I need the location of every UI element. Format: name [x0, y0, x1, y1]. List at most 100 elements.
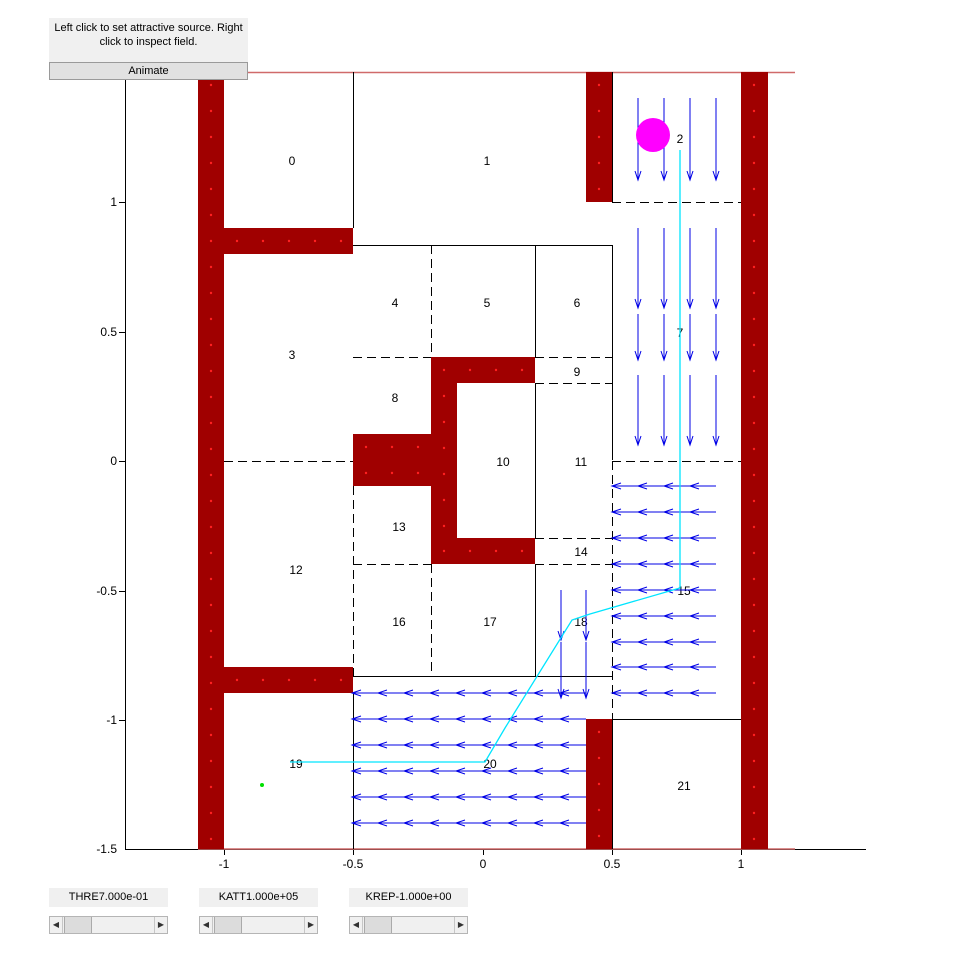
slider-right-arrow-icon[interactable]: ▶ — [454, 917, 467, 933]
field-arrow — [610, 663, 638, 671]
field-arrow — [428, 819, 456, 827]
field-arrow — [636, 663, 664, 671]
field-arrow — [636, 560, 664, 568]
slider-right-arrow-icon[interactable]: ▶ — [154, 917, 167, 933]
obstacle-dot — [209, 525, 213, 529]
field-arrow — [662, 689, 690, 697]
obstacle-dot — [752, 239, 756, 243]
obstacle-dot — [209, 707, 213, 711]
obstacle-dot — [597, 756, 601, 760]
obstacle-dot — [209, 369, 213, 373]
katt-slider[interactable]: ◀ ▶ — [199, 916, 318, 934]
obstacle-dot — [752, 525, 756, 529]
obstacle-dot — [209, 551, 213, 555]
field-arrow — [712, 98, 720, 182]
obstacle-dot — [442, 524, 446, 528]
cell-label: 11 — [575, 455, 588, 469]
info-text: Left click to set attractive source. Rig… — [49, 18, 248, 63]
field-arrow — [712, 228, 720, 310]
field-arrow — [688, 586, 716, 594]
attractive-source-marker[interactable] — [636, 118, 670, 152]
field-arrow — [350, 741, 378, 749]
animate-button[interactable]: Animate — [49, 62, 248, 80]
field-arrow — [636, 508, 664, 516]
field-arrow — [428, 767, 456, 775]
field-arrow — [688, 560, 716, 568]
obstacle-dot — [752, 421, 756, 425]
field-arrow — [532, 741, 560, 749]
obstacle-dot — [494, 368, 498, 372]
thre-slider[interactable]: ◀ ▶ — [49, 916, 168, 934]
obstacle-dot — [597, 782, 601, 786]
slider-thumb[interactable] — [364, 917, 392, 933]
field-arrow — [636, 689, 664, 697]
obstacle-dot — [597, 109, 601, 113]
field-arrow — [428, 689, 456, 697]
katt-label: KATT1.000e+05 — [199, 888, 318, 907]
field-arrow — [662, 638, 690, 646]
field-arrow — [660, 314, 668, 362]
field-arrow — [557, 590, 565, 642]
cell-borders — [224, 72, 742, 849]
field-arrow — [688, 534, 716, 542]
field-arrow — [688, 482, 716, 490]
field-arrow — [454, 689, 482, 697]
field-arrow — [454, 741, 482, 749]
obstacle-dot — [752, 395, 756, 399]
field-arrow — [688, 638, 716, 646]
field-arrow — [506, 819, 534, 827]
cell-label: 10 — [496, 455, 510, 469]
vector-field — [350, 98, 720, 827]
obstacle-dot — [442, 394, 446, 398]
field-arrow — [506, 689, 534, 697]
cell-label: 3 — [289, 348, 296, 362]
slider-thumb[interactable] — [64, 917, 92, 933]
cell-label: 12 — [289, 563, 303, 577]
obstacle-dot — [597, 808, 601, 812]
slider-thumb[interactable] — [214, 917, 242, 933]
field-arrow — [686, 228, 694, 310]
field-arrow — [376, 689, 404, 697]
obstacle-dot — [261, 239, 265, 243]
field-arrow — [350, 689, 378, 697]
obstacle-dot — [752, 551, 756, 555]
field-arrow — [480, 689, 508, 697]
field-arrow — [634, 375, 642, 447]
field-arrow — [662, 508, 690, 516]
field-arrow — [532, 689, 560, 697]
field-arrow — [660, 375, 668, 447]
cell-label: 17 — [483, 615, 497, 629]
obstacle-dot — [752, 811, 756, 815]
field-arrow — [558, 689, 586, 697]
slider-left-arrow-icon[interactable]: ◀ — [350, 917, 363, 933]
field-arrow — [662, 560, 690, 568]
y-tick-label: -1 — [106, 713, 117, 727]
field-arrow — [350, 819, 378, 827]
obstacle-dot — [339, 239, 343, 243]
field-arrow — [558, 741, 586, 749]
obstacle-dot — [209, 499, 213, 503]
y-tick-label: 1 — [110, 195, 117, 209]
field-arrow — [428, 793, 456, 801]
obstacle-dot — [339, 678, 343, 682]
y-tick-label: 0 — [110, 454, 117, 468]
obstacle-dot — [597, 730, 601, 734]
krep-slider[interactable]: ◀ ▶ — [349, 916, 468, 934]
slider-left-arrow-icon[interactable]: ◀ — [50, 917, 63, 933]
slider-right-arrow-icon[interactable]: ▶ — [304, 917, 317, 933]
field-arrow — [558, 819, 586, 827]
cell-label: 1 — [484, 154, 491, 168]
obstacle-dot — [442, 368, 446, 372]
field-arrow — [636, 586, 664, 594]
field-arrow — [506, 793, 534, 801]
obstacle-dot — [597, 135, 601, 139]
obstacle-dot — [442, 420, 446, 424]
obstacle-dot — [752, 629, 756, 633]
obstacle-dot — [209, 733, 213, 737]
obstacle-dot — [752, 369, 756, 373]
obstacle-left-wall — [198, 72, 224, 849]
obstacle-dot — [209, 239, 213, 243]
obstacle-dot — [261, 678, 265, 682]
slider-left-arrow-icon[interactable]: ◀ — [200, 917, 213, 933]
